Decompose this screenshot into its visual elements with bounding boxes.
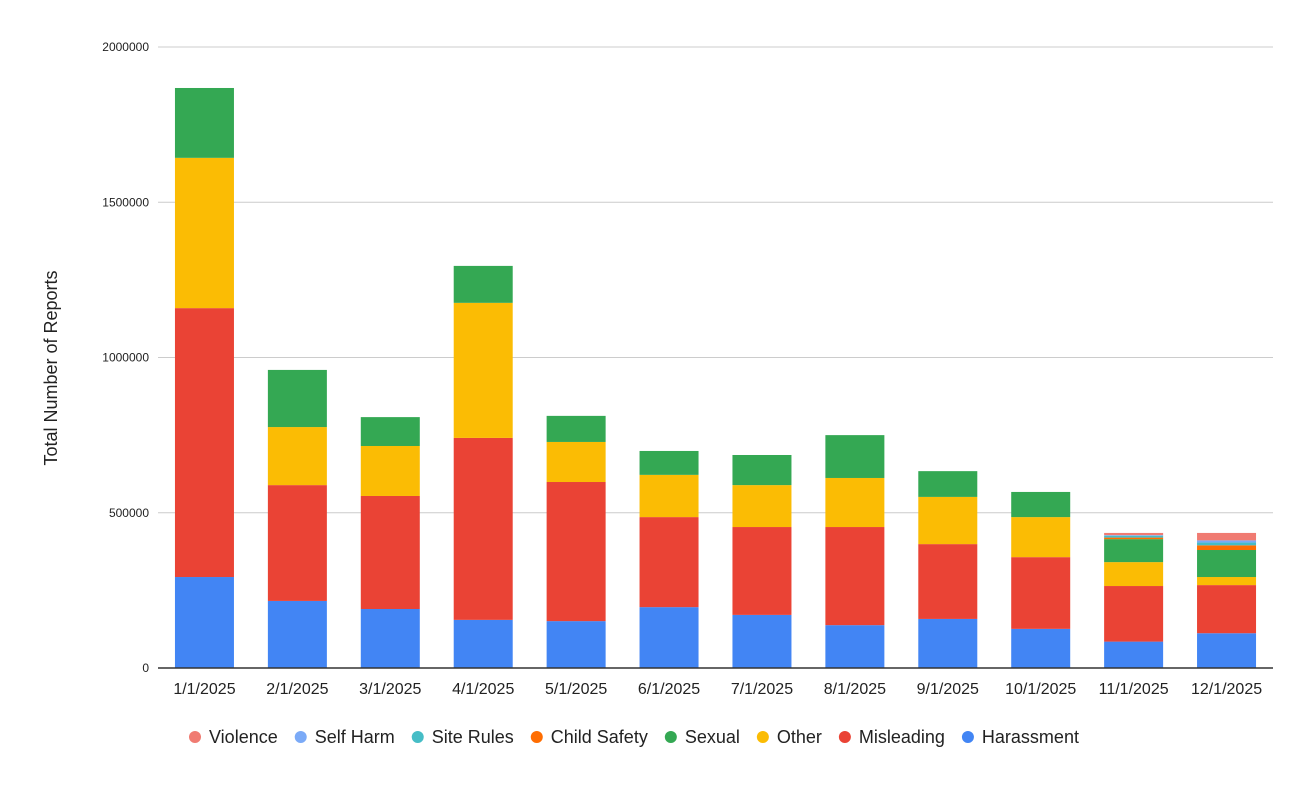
legend-label: Violence — [209, 727, 278, 747]
bar-other — [453, 302, 513, 438]
bar-sexual — [1011, 491, 1071, 518]
bar-other — [732, 485, 792, 528]
bar-other — [1104, 562, 1164, 587]
legend-swatch — [961, 731, 974, 743]
bar-other — [267, 427, 327, 486]
bar-misleading — [267, 485, 327, 601]
x-tick-label: 3/1/2025 — [359, 681, 421, 698]
bar-harassment — [546, 621, 606, 668]
legend-label: Harassment — [982, 727, 1079, 747]
bar-harassment — [639, 607, 699, 668]
bar-harassment — [453, 619, 513, 668]
y-tick-label: 500000 — [109, 506, 149, 520]
bar-site-rules — [1104, 535, 1164, 538]
bar-harassment — [918, 618, 978, 668]
bar-harassment — [732, 614, 792, 668]
y-axis-label: Total Number of Reports — [41, 270, 61, 465]
bar-sexual — [918, 471, 978, 497]
bar-misleading — [174, 308, 234, 578]
bar-sexual — [546, 415, 606, 442]
bar-site-rules — [1197, 542, 1257, 546]
legend-swatch — [664, 731, 677, 743]
x-tick-label: 1/1/2025 — [173, 681, 235, 698]
bar-misleading — [546, 482, 606, 622]
bar-other — [1197, 577, 1257, 586]
bar-other — [174, 157, 234, 309]
bar-harassment — [825, 625, 885, 668]
bar-misleading — [732, 527, 792, 615]
bar-misleading — [918, 544, 978, 619]
bar-child-safety — [1104, 537, 1164, 540]
gridlines — [158, 46, 1273, 514]
bar-misleading — [1011, 557, 1071, 629]
bar-violence — [1197, 532, 1257, 541]
legend-label: Site Rules — [432, 727, 514, 747]
legend-label: Child Safety — [551, 727, 648, 747]
bar-sexual — [732, 454, 792, 486]
legend-swatch — [294, 731, 307, 743]
x-tick-label: 8/1/2025 — [824, 681, 886, 698]
x-tick-label: 7/1/2025 — [731, 681, 793, 698]
y-tick-label: 1500000 — [102, 195, 149, 209]
bar-harassment — [1104, 641, 1164, 668]
bar-harassment — [267, 600, 327, 668]
legend-label: Misleading — [859, 727, 945, 747]
bar-sexual — [1197, 550, 1257, 578]
x-tick-label: 11/1/2025 — [1099, 681, 1169, 698]
bar-other — [825, 477, 885, 528]
x-tick-label: 2/1/2025 — [266, 681, 328, 698]
bar-harassment — [174, 577, 234, 668]
legend-swatch — [411, 731, 424, 743]
legend-swatch — [530, 731, 543, 743]
y-tick-label: 0 — [142, 661, 149, 675]
bar-other — [1011, 517, 1071, 558]
bars — [174, 87, 1257, 668]
bar-other — [360, 445, 420, 496]
bar-harassment — [360, 609, 420, 668]
x-tick-label: 9/1/2025 — [917, 681, 979, 698]
legend-label: Self Harm — [315, 727, 395, 747]
bar-sexual — [174, 87, 234, 158]
bar-sexual — [267, 369, 327, 428]
bar-harassment — [1197, 633, 1257, 668]
x-tick-label: 4/1/2025 — [452, 681, 514, 698]
bar-misleading — [639, 517, 699, 608]
bar-child-safety — [1197, 545, 1257, 551]
legend-swatch — [838, 731, 851, 743]
x-tick-label: 6/1/2025 — [638, 681, 700, 698]
bar-self-harm — [1104, 535, 1164, 536]
bar-other — [918, 496, 978, 545]
y-axis-ticks: 0 500000 1000000 1500000 2000000 — [102, 40, 149, 675]
bar-sexual — [639, 450, 699, 475]
x-tick-label: 10/1/2025 — [1005, 681, 1076, 698]
bar-misleading — [825, 527, 885, 626]
x-axis-ticks: 1/1/2025 2/1/2025 3/1/2025 4/1/2025 5/1/2025… — [173, 681, 1262, 698]
bar-sexual — [825, 435, 885, 478]
bar-harassment — [1011, 628, 1071, 668]
x-tick-label: 12/1/2025 — [1191, 681, 1262, 698]
legend-swatch — [189, 731, 201, 743]
legend-label: Other — [777, 727, 822, 747]
bar-violence — [1104, 532, 1164, 536]
y-tick-label: 1000000 — [102, 351, 149, 365]
legend-label: Sexual — [685, 727, 740, 747]
bar-misleading — [1104, 586, 1164, 642]
bar-sexual — [360, 417, 420, 446]
bar-sexual — [1104, 539, 1164, 563]
bar-sexual — [453, 265, 513, 303]
bar-other — [639, 474, 699, 518]
legend: Violence Self Harm Site Rules Child Safety S… — [189, 727, 1079, 747]
y-tick-label: 2000000 — [102, 40, 149, 54]
bar-misleading — [453, 437, 513, 620]
legend-swatch — [756, 731, 769, 743]
bar-misleading — [360, 495, 420, 610]
bar-other — [546, 441, 606, 483]
bar-self-harm — [1197, 540, 1257, 543]
bar-misleading — [1197, 585, 1257, 634]
x-tick-label: 5/1/2025 — [545, 681, 607, 698]
